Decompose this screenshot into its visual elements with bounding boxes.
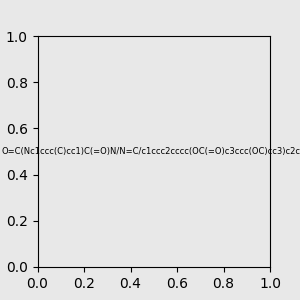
Text: O=C(Nc1ccc(C)cc1)C(=O)N/N=C/c1ccc2cccc(OC(=O)c3ccc(OC)cc3)c2c1: O=C(Nc1ccc(C)cc1)C(=O)N/N=C/c1ccc2cccc(O… (2, 147, 300, 156)
